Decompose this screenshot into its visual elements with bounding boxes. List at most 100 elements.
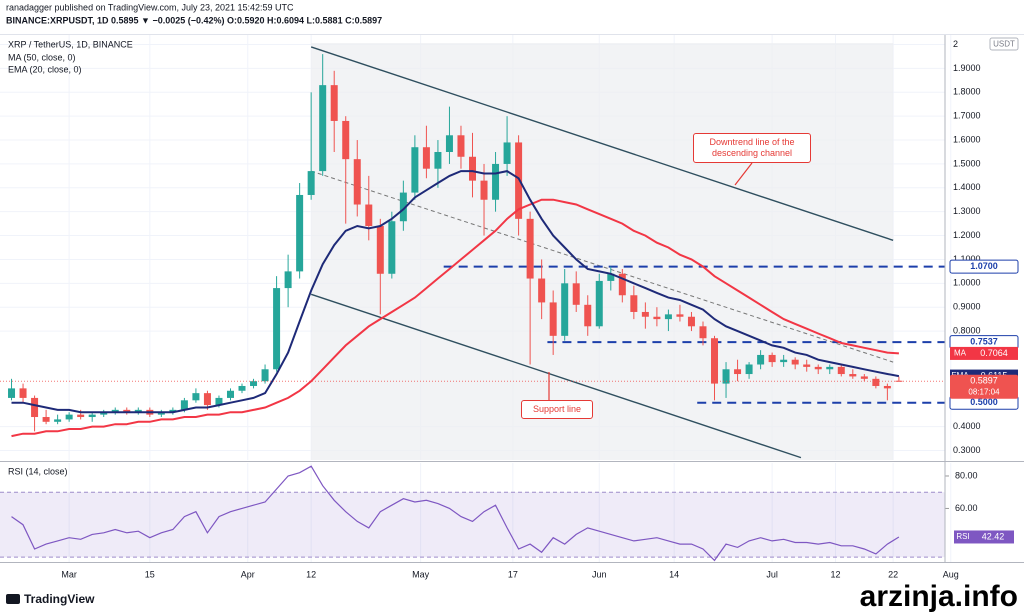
candle-body — [492, 163, 500, 200]
candle-body — [572, 283, 580, 305]
candle-body — [319, 85, 327, 172]
countdown: 08:17:04 — [968, 387, 1000, 396]
candle-body — [549, 302, 557, 336]
last-price: 0.5897 — [970, 376, 998, 386]
candle-body — [399, 192, 407, 222]
candle-body — [457, 135, 465, 157]
candle-body — [480, 180, 488, 200]
candle-body — [826, 366, 834, 370]
annotation: Support line — [521, 400, 593, 419]
y-tick-label: 1.0000 — [953, 278, 981, 288]
candle-body — [157, 412, 165, 415]
ma-line — [11, 198, 899, 438]
y-tick-label: 1.3000 — [953, 206, 981, 216]
y-tick-label: 1.6000 — [953, 134, 981, 144]
candle-body — [388, 221, 396, 274]
candle-body — [883, 385, 891, 389]
candle-body — [307, 171, 315, 195]
candle-body — [503, 142, 511, 164]
candle-body — [445, 135, 453, 152]
rsi-title: RSI (14, close) — [8, 466, 68, 476]
y-tick-label: 0.3000 — [953, 445, 981, 455]
x-tick-label: Jul — [766, 569, 778, 579]
trendline — [310, 293, 802, 459]
candle-body — [630, 295, 638, 312]
candle-body — [872, 378, 880, 386]
x-tick-label: 22 — [888, 569, 898, 579]
candle-body — [203, 393, 211, 406]
series-tag-box — [950, 346, 970, 360]
candle-body — [768, 354, 776, 363]
rsi-pane — [0, 463, 945, 562]
candle-body — [169, 409, 177, 413]
y-tick-label: 1.8000 — [953, 87, 981, 97]
candle-body — [261, 369, 269, 382]
trendline — [310, 46, 894, 242]
candle-body — [273, 288, 281, 370]
y-tick-label: 0.4000 — [953, 421, 981, 431]
candle-body — [780, 359, 788, 363]
candle-body — [434, 151, 442, 169]
x-tick-label: May — [412, 569, 430, 579]
rsi-line — [11, 465, 900, 562]
candle-body — [515, 142, 523, 219]
x-tick-label: 14 — [669, 569, 679, 579]
candle-body — [664, 314, 672, 320]
rsi-tick-label: 60.00 — [955, 503, 978, 513]
candle-body — [814, 366, 822, 370]
legend-entry: EMA (20, close, 0) — [8, 64, 82, 74]
x-tick-label: 12 — [831, 569, 841, 579]
candle-body — [376, 226, 384, 274]
candle-body — [722, 369, 730, 384]
candle-body — [342, 120, 350, 160]
y-tick-label: 2 — [953, 39, 958, 49]
candle-body — [849, 374, 857, 377]
level-label: 1.0700 — [970, 261, 998, 271]
candle-body — [837, 366, 845, 375]
rsi-tick-label: 80.00 — [955, 470, 978, 480]
rsi-value: 42.42 — [982, 531, 1005, 541]
candle-body — [618, 273, 626, 296]
candle-body — [469, 156, 476, 181]
ma-line — [11, 170, 900, 414]
watermark: arzinja.info — [860, 580, 1018, 613]
y-tick-label: 0.8000 — [953, 325, 981, 335]
x-tick-label: Aug — [943, 569, 959, 579]
candle-body — [607, 273, 615, 281]
candle-body — [676, 314, 684, 317]
rsi-tag: RSI — [956, 532, 969, 541]
candle-body — [584, 304, 592, 327]
currency-box — [989, 37, 1019, 51]
footer-bg — [0, 583, 1024, 613]
level-label: 0.5000 — [970, 397, 998, 407]
candle-body — [54, 419, 62, 422]
candle-body — [330, 85, 338, 121]
candle-body — [215, 397, 223, 406]
series-tag: MA — [954, 349, 967, 358]
candle-body — [192, 393, 200, 401]
candle-body — [653, 316, 661, 320]
x-tick-label: 12 — [306, 569, 316, 579]
candle-body — [353, 159, 361, 205]
candle-body — [88, 414, 96, 418]
candle-body — [538, 278, 546, 303]
candle-body — [791, 359, 799, 365]
y-tick-label: 1.5000 — [953, 158, 981, 168]
candle-body — [31, 397, 39, 418]
y-tick-label: 1.9000 — [953, 63, 981, 73]
last-price-box — [950, 374, 1018, 399]
x-tick-label: Apr — [241, 569, 255, 579]
annotation: Downtrend line of the descending channel — [693, 133, 811, 163]
candle-body — [526, 218, 534, 279]
y-tick-label: 1.1000 — [953, 254, 981, 264]
series-value: 0.7064 — [980, 348, 1008, 358]
candle-body — [411, 147, 419, 193]
candle-body — [250, 381, 258, 386]
rsi-band — [0, 492, 945, 558]
candle-body — [19, 388, 27, 398]
candle-body — [8, 388, 16, 398]
y-tick-label: 1.7000 — [953, 111, 981, 121]
candle-body — [42, 417, 50, 422]
brand: TradingView — [24, 592, 95, 606]
